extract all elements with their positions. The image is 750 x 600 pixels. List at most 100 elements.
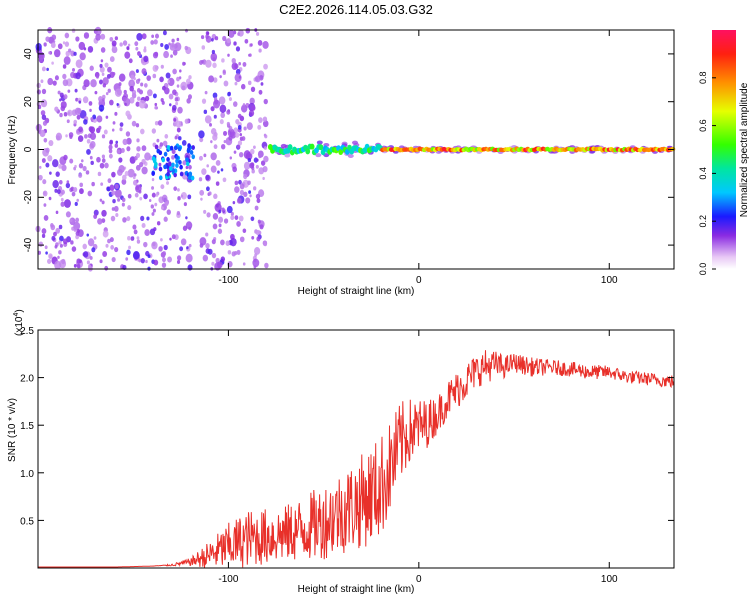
spectro-cell <box>231 62 238 71</box>
spectro-cell <box>305 148 311 155</box>
spectro-cell <box>126 249 131 256</box>
spectro-cell <box>79 188 84 195</box>
spectro-cell <box>94 26 102 36</box>
spectro-cell <box>57 255 60 259</box>
spectro-cell <box>119 122 124 127</box>
spectro-cell <box>151 178 155 182</box>
spectro-cell <box>127 43 131 47</box>
spectro-cell <box>124 102 127 106</box>
colorbar-gradient <box>712 30 736 269</box>
spectro-cell <box>222 177 227 183</box>
spectro-cell <box>126 216 131 222</box>
spectro-cell <box>115 213 119 217</box>
spectro-cell <box>107 88 111 93</box>
spectro-cell <box>36 89 41 95</box>
spectro-cell <box>86 148 91 155</box>
spectro-cell <box>109 237 114 243</box>
y-tick-label: -40 <box>23 237 34 252</box>
spectro-cell <box>135 152 141 158</box>
spectro-cell <box>152 73 157 79</box>
spectro-cell <box>119 42 123 47</box>
spectro-cell <box>53 231 57 237</box>
spectro-cell <box>42 179 47 185</box>
spectro-cell <box>234 186 240 194</box>
spectro-cell <box>160 206 164 210</box>
spectro-cell <box>256 236 261 242</box>
spectro-cell <box>179 69 182 73</box>
spectro-cell <box>154 202 158 207</box>
spectro-cell <box>183 202 187 207</box>
spectro-cell <box>41 114 47 121</box>
spectro-cell <box>125 131 131 137</box>
spectro-cell <box>99 198 103 202</box>
spectro-cell <box>217 170 220 174</box>
spectro-cell <box>93 236 97 240</box>
y-tick-label: -20 <box>23 190 34 205</box>
spectro-cell <box>284 153 291 158</box>
spectro-cell <box>255 229 261 236</box>
spectro-cell <box>255 164 259 169</box>
spectro-cell <box>40 110 46 116</box>
spectro-cell <box>160 64 164 69</box>
spectro-cell <box>235 46 241 52</box>
spectro-cell <box>102 98 105 102</box>
spectro-cell <box>140 215 145 221</box>
spectro-cell <box>41 158 46 163</box>
spectro-cell <box>117 168 123 176</box>
spectro-cell <box>47 155 53 162</box>
spectro-cell <box>223 139 227 144</box>
spectro-cell <box>89 155 93 160</box>
spectro-cell <box>154 105 158 110</box>
spectro-cell <box>112 198 116 204</box>
spectro-cell <box>157 120 163 126</box>
spectro-cell <box>125 257 129 261</box>
spectro-cell <box>249 97 255 105</box>
spectro-cell <box>199 60 203 65</box>
spectro-cell <box>114 36 118 41</box>
snr-panel: -100 0 100 0.5 1.0 1.5 2.0 2.5 Height of straig… <box>7 309 675 595</box>
spectro-cell <box>241 83 246 90</box>
spectro-cell <box>106 73 111 79</box>
spectro-cell <box>156 138 160 143</box>
spectro-cell <box>233 41 237 46</box>
spectro-cell <box>245 197 251 204</box>
spectro-cell <box>82 243 87 250</box>
spectro-cell <box>230 215 235 221</box>
spectro-cell <box>255 193 261 200</box>
spectro-cell <box>101 209 107 217</box>
spectro-cell <box>227 53 230 57</box>
spectro-cell <box>258 117 263 124</box>
spectro-cell <box>201 168 207 175</box>
spectro-cell <box>182 240 186 245</box>
spectro-cell <box>143 241 148 248</box>
spectro-cell <box>155 33 160 39</box>
spectro-cell <box>98 125 102 130</box>
spectro-cell <box>234 73 242 83</box>
spectro-cell <box>254 253 258 257</box>
spectro-cell <box>62 238 68 245</box>
spectro-cell <box>143 83 148 88</box>
spectro-cell <box>247 180 251 186</box>
spectro-cell <box>171 162 175 168</box>
spectro-cell <box>188 164 192 170</box>
spectro-cell <box>184 45 189 51</box>
spectro-cell <box>233 127 239 134</box>
spectro-cell <box>86 233 90 237</box>
spectro-cell <box>186 148 191 154</box>
spectro-cell <box>65 134 68 138</box>
spectro-cell <box>258 48 262 53</box>
spectro-cell <box>188 243 192 248</box>
spectro-cell <box>76 107 82 114</box>
feature-noise-region-mid <box>198 27 269 271</box>
spectro-cell <box>159 142 164 147</box>
spectro-cell <box>211 239 216 245</box>
spectro-cell <box>96 75 99 79</box>
spectro-cell <box>45 147 50 153</box>
spectro-cell <box>185 28 188 33</box>
spectro-cell <box>48 253 53 259</box>
spectro-cell <box>147 89 153 97</box>
spectro-cell <box>39 129 46 138</box>
spectro-cell <box>128 245 132 250</box>
spectro-cell <box>43 138 48 143</box>
spectro-cell <box>47 258 52 264</box>
